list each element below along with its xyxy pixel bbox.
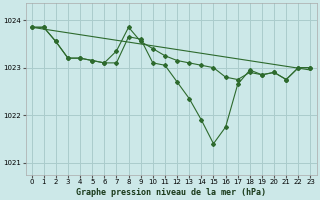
X-axis label: Graphe pression niveau de la mer (hPa): Graphe pression niveau de la mer (hPa) xyxy=(76,188,266,197)
